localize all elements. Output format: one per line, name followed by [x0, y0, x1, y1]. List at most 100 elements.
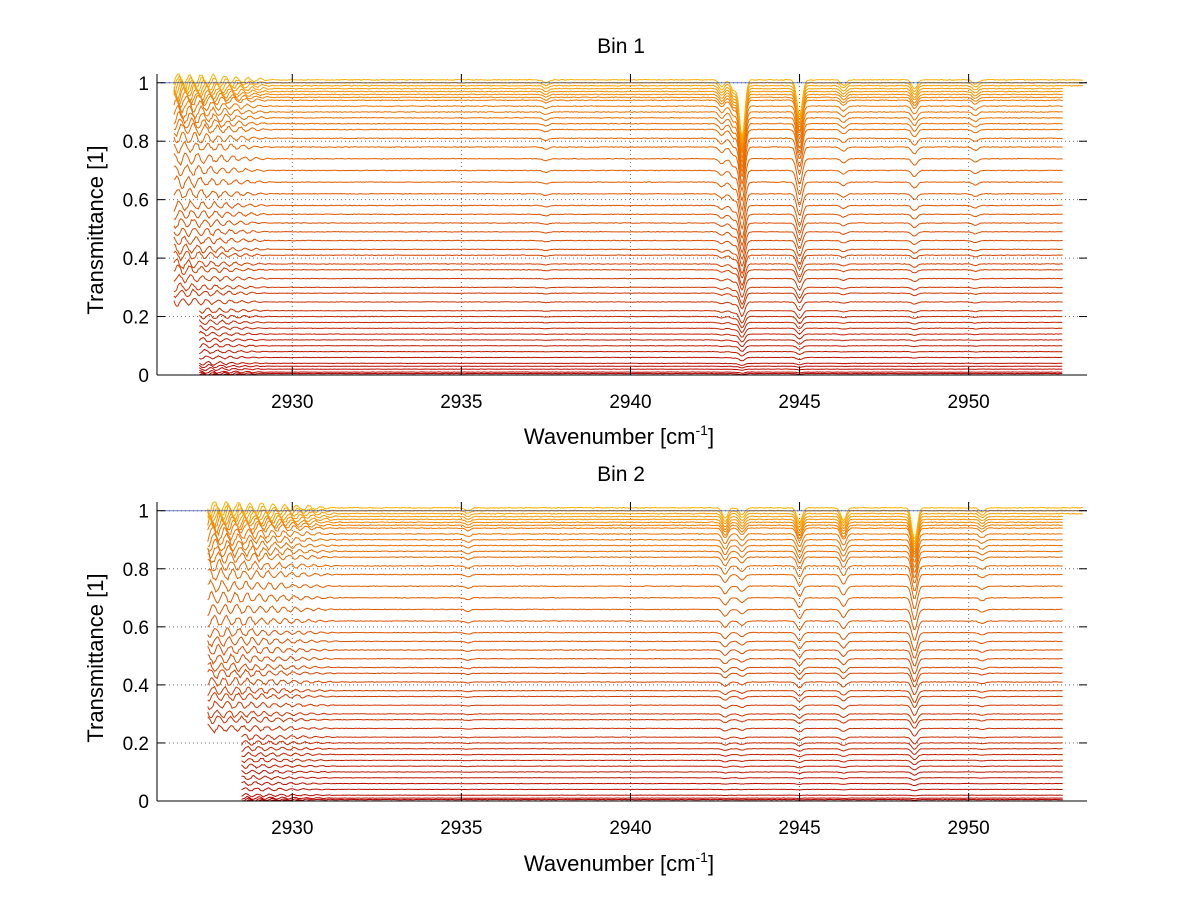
series-line: [198, 348, 1063, 357]
y-tick-label: 0.4: [123, 249, 150, 270]
y-tick-label: 0: [138, 366, 149, 387]
series-line: [199, 360, 1063, 366]
series-line: [198, 355, 1063, 362]
x-axis-label-superscript: -1: [696, 422, 709, 438]
series-line: [207, 676, 1063, 696]
series-line: [207, 590, 1063, 620]
series-line: [207, 544, 1063, 578]
series-line: [207, 709, 1063, 724]
y-tick-label: 0.8: [123, 132, 149, 153]
y-tick-label: 0.6: [123, 191, 149, 212]
series-line: [173, 164, 1063, 212]
series-line: [241, 763, 1063, 771]
series-line: [173, 250, 1063, 280]
series-line: [198, 363, 1063, 369]
series-line: [173, 110, 1063, 168]
series-line: [207, 627, 1063, 652]
series-line: [198, 319, 1063, 334]
series-line: [207, 668, 1063, 688]
y-tick-label: 0.8: [123, 560, 149, 581]
series-line: [207, 603, 1063, 631]
series-line: [207, 614, 1063, 641]
series-line: [241, 793, 1063, 798]
series-line: [207, 661, 1063, 682]
series-line: [241, 733, 1063, 745]
series-line: [173, 218, 1063, 254]
series-line: [173, 273, 1063, 299]
series-line: [173, 83, 1063, 147]
series-line: [207, 700, 1063, 716]
y-axis-label: Transmittance [1]: [83, 145, 108, 314]
y-tick-label: 0.6: [123, 618, 149, 639]
series-line: [207, 578, 1063, 610]
series-line: [241, 787, 1063, 792]
series-line: [207, 643, 1063, 667]
series-line: [207, 691, 1063, 708]
series-line: [198, 313, 1063, 329]
panel-bin-1: Bin 1 2930 2935 2940 2945 2950 0 0.2 0.4 0.6 0.8 1…: [83, 35, 1087, 449]
series-line: [173, 117, 1063, 173]
x-tick-label: 2945: [778, 392, 820, 413]
series-line: [173, 99, 1063, 159]
series-line: [173, 282, 1063, 306]
traces: [160, 501, 1087, 802]
series-line: [207, 538, 1063, 573]
series-line: [198, 307, 1063, 324]
series-line: [173, 297, 1063, 317]
series-line: [207, 507, 1063, 548]
x-tick-label: 2930: [271, 392, 313, 413]
series-line: [173, 264, 1063, 291]
series-line: [173, 78, 1083, 142]
series-line: [207, 526, 1063, 563]
traces: [160, 73, 1087, 376]
series-line: [207, 551, 1063, 584]
series-line: [173, 210, 1063, 247]
series-line: [173, 187, 1063, 231]
series-line: [241, 774, 1063, 781]
series-line: [173, 131, 1063, 185]
series-line: [241, 795, 1063, 800]
ticks: 2930 2935 2940 2945 2950 0 0.2 0.4 0.6 0.8 1: [123, 502, 1087, 839]
series-line: [173, 104, 1063, 163]
series-line: [207, 516, 1063, 555]
y-tick-label: 1: [138, 502, 149, 523]
panel-bin-2: Bin 2 2930 2935 2940 2945 2950 0 0.2 0.4 0.6 0.8 1…: [83, 463, 1087, 876]
series-line: [207, 521, 1063, 558]
series-line: [173, 243, 1063, 275]
x-tick-label: 2930: [271, 818, 313, 839]
y-axis-label: Transmittance [1]: [83, 573, 108, 742]
x-tick-label: 2950: [947, 392, 989, 413]
series-line: [207, 514, 1063, 553]
series-line: [207, 566, 1063, 600]
axes: [156, 74, 1087, 376]
series-line: [198, 337, 1063, 348]
series-line: [241, 751, 1063, 761]
x-tick-label: 2950: [947, 818, 989, 839]
series-line: [173, 227, 1063, 261]
series-line: [173, 140, 1063, 193]
y-tick-label: 1: [138, 74, 149, 95]
series-line: [173, 199, 1063, 240]
series-line: [241, 769, 1063, 776]
series-line: [173, 86, 1063, 149]
x-axis-label-text: Wavenumber [cm: [524, 851, 696, 876]
series-line: [173, 152, 1063, 203]
series-line: [173, 90, 1063, 152]
series-line: [173, 73, 1084, 137]
series-line: [173, 92, 1063, 154]
series-line: [173, 175, 1063, 221]
series-line: [198, 330, 1063, 343]
series-line: [241, 745, 1063, 755]
series-line: [173, 288, 1063, 310]
y-tick-label: 0: [138, 792, 149, 813]
series-line: [207, 653, 1063, 675]
x-tick-label: 2935: [440, 392, 482, 413]
series-line: [241, 780, 1063, 786]
x-tick-label: 2940: [609, 392, 651, 413]
series-line: [207, 505, 1083, 545]
x-axis-label-superscript: -1: [696, 849, 709, 865]
series-line: [207, 723, 1063, 737]
x-axis-label: Wavenumber [cm-1]: [524, 422, 714, 449]
series-line: [173, 235, 1063, 268]
